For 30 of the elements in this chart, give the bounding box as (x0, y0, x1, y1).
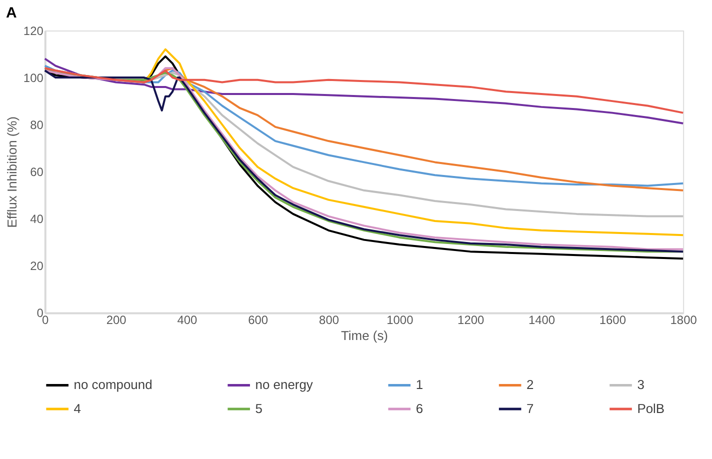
x-axis-title: Time (s) (340, 328, 388, 344)
y-tick-label: 40 (30, 212, 44, 226)
x-tick-label: 1600 (599, 313, 626, 328)
y-axis-title: Efflux Inhibition (%) (4, 116, 20, 228)
legend-label: 2 (526, 377, 534, 392)
legend-label: 1 (416, 377, 424, 392)
legend-label: 4 (74, 400, 82, 416)
x-tick-label: 1000 (386, 313, 414, 328)
x-tick-label: 1200 (458, 313, 484, 328)
x-tick-label: 1400 (528, 313, 556, 328)
y-tick-label: 80 (30, 118, 44, 132)
y-tick-label: 60 (30, 165, 44, 180)
y-tick-label: 120 (23, 24, 44, 38)
legend-label: PolB (637, 400, 665, 416)
chart-title: A (6, 4, 17, 22)
x-tick-label: 600 (248, 313, 268, 328)
legend-label: no compound (74, 377, 152, 392)
line-series (44, 58, 684, 124)
x-tick-label: 800 (319, 313, 340, 328)
x-tick-label: 200 (106, 313, 127, 328)
legend-label: no energy (255, 377, 314, 392)
y-tick-label: 100 (23, 71, 44, 86)
y-tick-label: 20 (30, 259, 44, 274)
line-series (44, 67, 684, 114)
legend-label: 6 (416, 400, 424, 416)
x-tick-label: 1800 (670, 313, 698, 328)
x-tick-label: 400 (177, 313, 198, 328)
legend-label: 3 (637, 377, 644, 392)
legend-label: 5 (255, 400, 262, 416)
legend-label: 7 (526, 400, 534, 416)
